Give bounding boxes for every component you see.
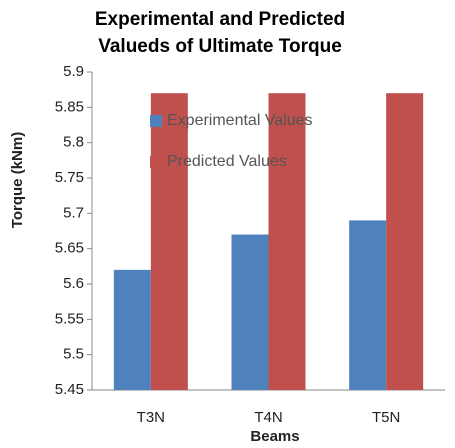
y-tick-label: 5.75 [55, 169, 84, 186]
y-tick-label: 5.65 [55, 240, 84, 257]
legend-label: Experimental Values [167, 112, 313, 129]
y-tick-label: 5.7 [63, 204, 84, 221]
y-tick-label: 5.5 [63, 346, 84, 363]
bar [386, 93, 424, 390]
bar [268, 93, 306, 390]
y-tick-label: 5.6 [63, 275, 84, 292]
y-tick-label: 5.8 [63, 134, 84, 151]
y-tick-label: 5.85 [55, 98, 84, 115]
x-tick-label: T3N [137, 409, 165, 426]
y-axis-label: Torque (kNm) [9, 132, 26, 228]
bar [150, 93, 188, 390]
bar [113, 269, 151, 390]
bar [349, 220, 387, 390]
legend-swatch [150, 115, 162, 127]
x-tick-label: T4N [254, 409, 282, 426]
x-tick-label: T5N [372, 409, 400, 426]
legend-label: Predicted Values [167, 153, 287, 170]
y-tick-label: 5.45 [55, 381, 84, 398]
legend-swatch [150, 156, 162, 168]
bar [231, 234, 269, 390]
y-tick-label: 5.9 [63, 63, 84, 80]
chart-title: Experimental and Predicted Valueds of Ul… [94, 9, 346, 57]
y-tick-label: 5.55 [55, 310, 84, 327]
x-axis-label: Beams [250, 428, 299, 445]
